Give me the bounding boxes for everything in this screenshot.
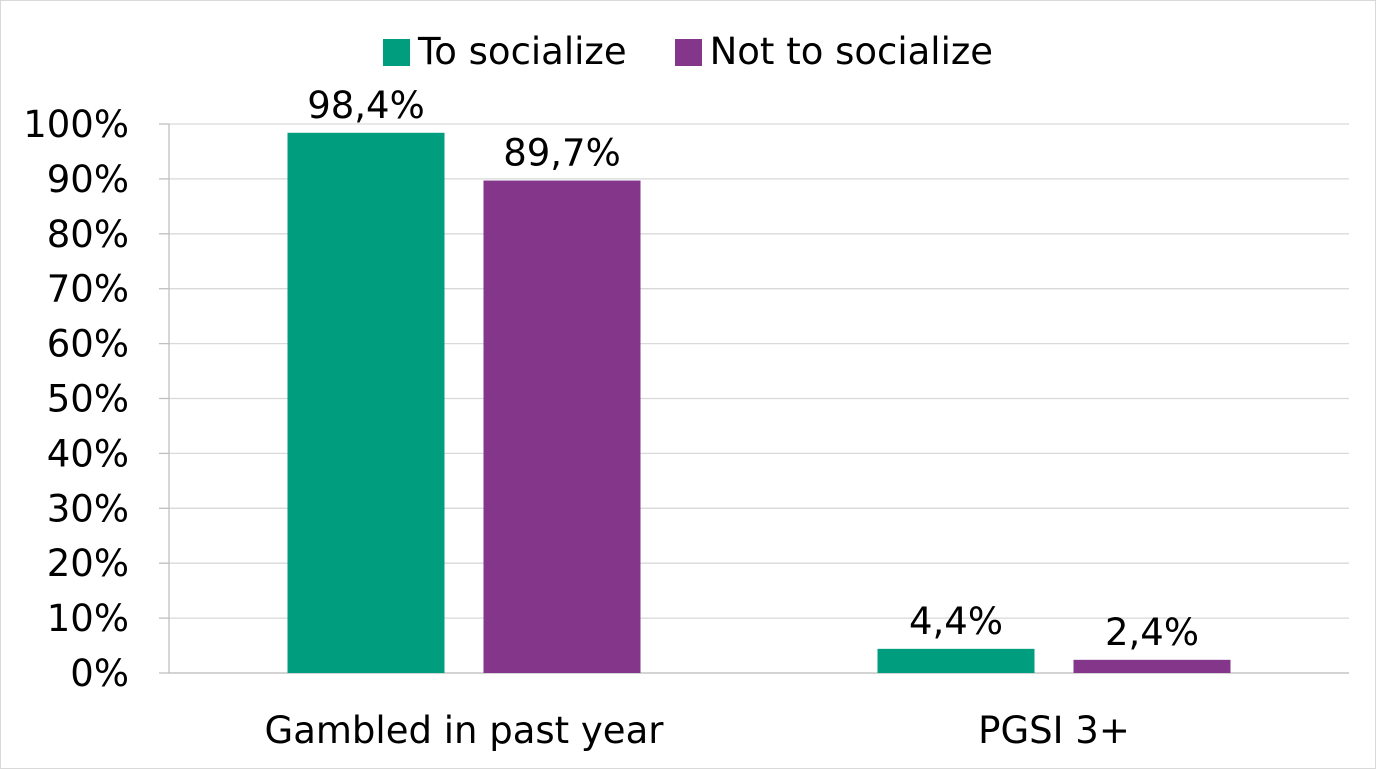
bar bbox=[877, 648, 1035, 673]
bar bbox=[1073, 659, 1231, 673]
legend-swatch-to-socialize bbox=[382, 38, 410, 66]
y-tick-label: 100% bbox=[23, 103, 129, 146]
y-tick-label: 10% bbox=[47, 597, 129, 640]
x-category-label: Gambled in past year bbox=[265, 709, 665, 752]
legend-label-not-to-socialize: Not to socialize bbox=[709, 30, 994, 73]
bar bbox=[483, 180, 641, 673]
legend-swatch-not-to-socialize bbox=[674, 38, 702, 66]
data-label: 2,4% bbox=[1105, 611, 1199, 654]
y-tick-label: 40% bbox=[47, 432, 129, 475]
data-label: 4,4% bbox=[909, 600, 1003, 643]
y-tick-label: 50% bbox=[47, 378, 129, 421]
y-tick-label: 90% bbox=[47, 158, 129, 201]
y-tick-label: 70% bbox=[47, 268, 129, 311]
y-tick-label: 80% bbox=[47, 213, 129, 256]
data-label: 89,7% bbox=[503, 132, 621, 175]
y-tick-label: 0% bbox=[70, 652, 129, 695]
legend-label-to-socialize: To socialize bbox=[417, 30, 627, 73]
data-label: 98,4% bbox=[307, 84, 425, 127]
y-tick-label: 20% bbox=[47, 542, 129, 585]
legend: To socialize Not to socialize bbox=[1, 29, 1375, 75]
legend-item-not-to-socialize: Not to socialize bbox=[674, 29, 994, 75]
bar bbox=[287, 132, 445, 673]
x-category-label: PGSI 3+ bbox=[978, 709, 1130, 752]
y-tick-label: 30% bbox=[47, 487, 129, 530]
legend-item-to-socialize: To socialize bbox=[382, 29, 627, 75]
y-tick-label: 60% bbox=[47, 323, 129, 366]
